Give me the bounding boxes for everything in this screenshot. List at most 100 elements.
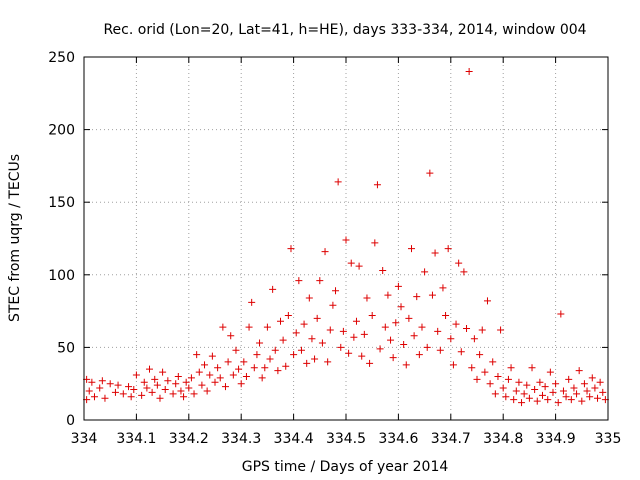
data-point [447,335,455,343]
data-point [98,377,106,385]
data-point [185,384,193,392]
data-point [332,287,340,295]
x-tick-label: 334.4 [274,431,314,447]
data-point [269,285,277,293]
data-point [523,381,531,389]
data-point [308,335,316,343]
data-point [237,380,245,388]
data-point [465,68,473,76]
data-point [387,336,395,344]
x-tick-label: 334.3 [221,431,261,447]
x-tick-label: 334.1 [116,431,156,447]
data-point [342,236,350,244]
grid-lines [84,57,608,420]
data-point [190,390,198,398]
data-point [88,378,96,386]
data-point [470,335,478,343]
data-point [180,393,188,401]
data-point [156,394,164,402]
y-tick-label: 50 [57,340,75,356]
data-point [187,374,195,382]
data-point [274,367,282,375]
data-point [140,378,148,386]
data-point [418,323,426,331]
data-point [132,371,140,379]
data-point [476,351,484,359]
data-point [536,378,544,386]
data-point [101,394,109,402]
data-point [405,314,413,322]
data-point [504,375,512,383]
data-point [169,390,177,398]
data-point [287,245,295,253]
data-point [428,291,436,299]
data-point [153,381,161,389]
x-tick-label: 335 [595,431,622,447]
data-point [263,323,271,331]
data-point [376,345,384,353]
data-point [489,358,497,366]
data-point [195,368,203,376]
data-point [284,311,292,319]
data-point [436,346,444,354]
data-point [408,245,415,253]
y-tick-label: 250 [48,50,75,66]
data-point [421,268,429,276]
data-point [423,343,431,351]
x-tick-label: 334.2 [169,431,209,447]
data-point [599,388,607,396]
data-point [208,352,216,360]
data-point [277,317,284,325]
data-point [355,262,363,270]
data-point [394,282,402,290]
data-points [83,68,609,407]
data-point [565,375,573,383]
data-point [562,393,570,401]
data-point [164,377,172,385]
data-point [499,384,507,392]
data-point [106,380,114,388]
data-point [334,178,342,186]
data-point [127,393,135,401]
y-tick-label: 100 [48,268,75,284]
data-point [174,372,182,380]
data-point [586,393,594,401]
x-tick-label: 334.6 [378,431,418,447]
data-point [114,381,122,389]
data-point [457,348,465,356]
data-point [329,301,337,309]
data-point [402,361,410,369]
data-point [198,381,206,389]
data-point [161,386,169,394]
data-point [510,396,518,404]
data-point [282,362,290,370]
data-point [452,320,460,328]
data-point [316,277,324,285]
data-point [415,351,423,359]
x-tick-label: 334.8 [483,431,523,447]
data-point [311,355,319,363]
data-point [591,384,599,392]
data-point [229,371,237,379]
data-point [221,383,229,391]
data-point [573,390,581,398]
data-point [363,294,371,302]
data-point [232,346,240,354]
data-point [227,332,235,340]
data-point [400,340,408,348]
chart-title: Rec. orid (Lon=20, Lat=41, h=HE), days 3… [103,22,586,38]
data-point [596,378,604,386]
data-point [337,343,345,351]
data-point [575,367,583,375]
data-point [368,311,376,319]
data-point [455,259,463,267]
data-point [258,374,266,382]
data-point [261,364,269,372]
x-tick-label: 334.9 [536,431,576,447]
data-point [253,351,261,359]
data-point [211,378,219,386]
data-point [379,266,387,274]
data-point [559,387,567,395]
data-point [468,364,476,372]
y-tick-label: 200 [48,123,75,139]
